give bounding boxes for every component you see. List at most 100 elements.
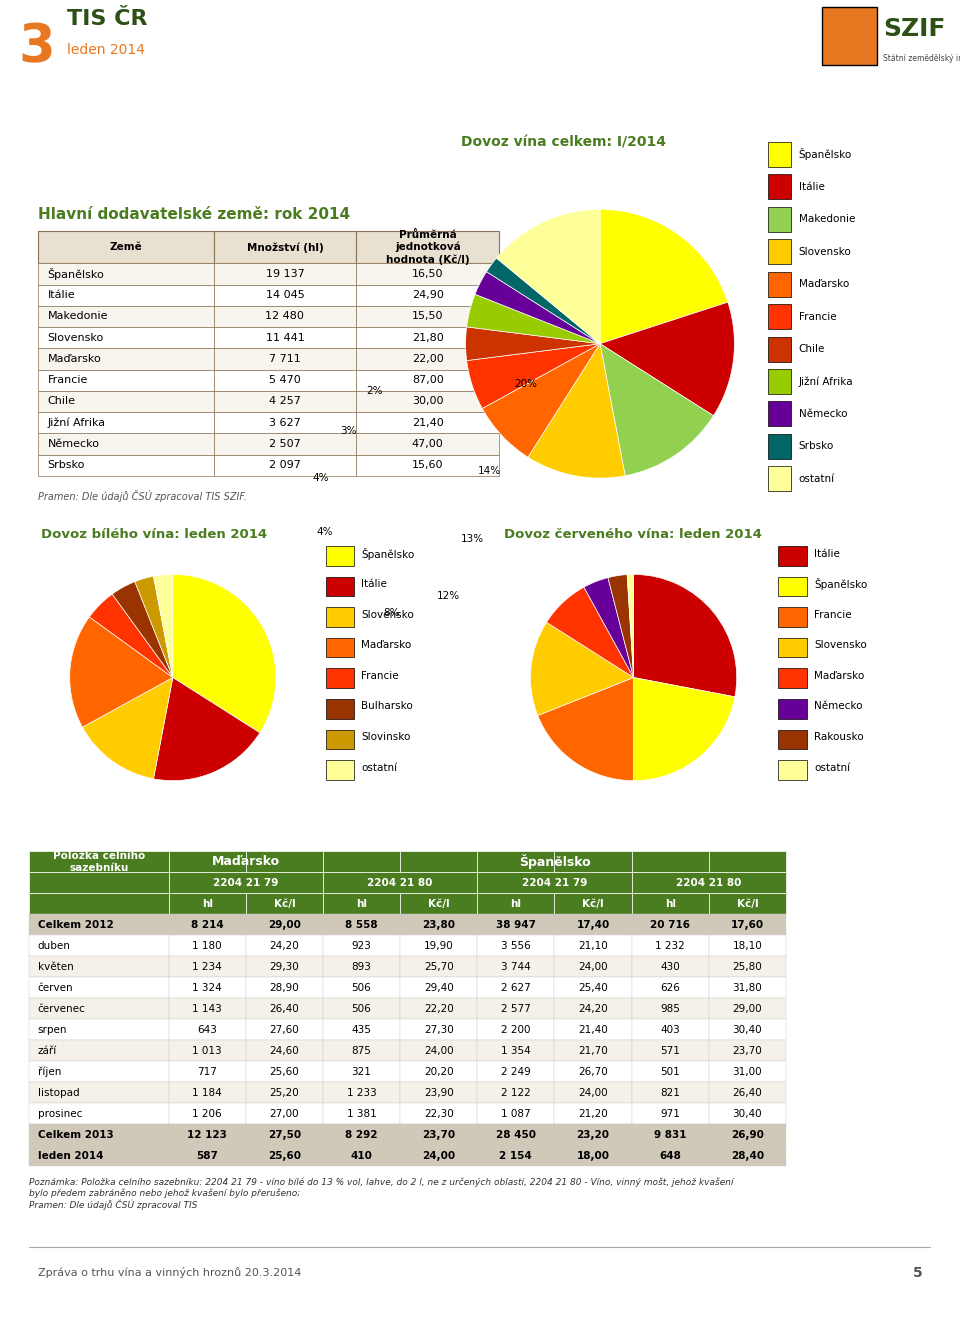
Text: 21,10: 21,10 [578,941,608,951]
Text: 30,40: 30,40 [732,1109,762,1118]
Text: Srbsko: Srbsko [799,442,834,451]
Text: Francie: Francie [361,670,398,681]
Bar [477,915,555,935]
Wedge shape [584,578,634,677]
Text: Množství (hl): Množství (hl) [247,242,324,253]
Text: 3%: 3% [340,426,356,436]
Text: Celkem 2013: Celkem 2013 [37,1129,113,1140]
Text: hl: hl [356,899,367,908]
Bar [768,337,791,361]
Bar [213,370,356,391]
Bar [169,956,246,977]
Bar [356,412,499,434]
Wedge shape [83,677,173,779]
Wedge shape [600,209,728,344]
Bar [246,851,323,873]
Bar [29,1062,169,1083]
Text: Chile: Chile [48,397,76,406]
Text: Maďarsko: Maďarsko [799,279,849,290]
Wedge shape [634,677,735,780]
Text: 587: 587 [196,1150,218,1161]
Text: 1 354: 1 354 [501,1046,531,1056]
Bar [400,956,477,977]
Text: 23,70: 23,70 [422,1129,455,1140]
Bar [555,1124,632,1145]
Bar [632,1062,708,1083]
Text: Francie: Francie [799,312,836,321]
Text: 2 507: 2 507 [269,439,300,449]
Text: Slovensko: Slovensko [814,640,867,650]
Text: Itálie: Itálie [361,579,387,590]
Wedge shape [112,582,173,677]
Text: 28,40: 28,40 [731,1150,764,1161]
Bar [38,284,213,305]
Text: Maďarsko: Maďarsko [814,670,864,681]
Bar [213,391,356,412]
Text: 30,40: 30,40 [732,1025,762,1035]
Bar [213,327,356,348]
Text: 985: 985 [660,1003,680,1014]
Text: 24,00: 24,00 [578,961,608,972]
Bar [169,935,246,956]
Text: leden 2014: leden 2014 [37,1150,104,1161]
Text: 24,00: 24,00 [578,1088,608,1097]
Text: hl: hl [202,899,213,908]
Bar [632,1124,708,1145]
Text: 24,20: 24,20 [578,1003,608,1014]
Bar [38,434,213,455]
Text: Maďarsko: Maďarsko [212,855,280,869]
Bar [38,327,213,348]
Bar [477,1124,555,1145]
Text: Přehled dovozu vybraných položek z Maďarska a ze Španělska v období 2012-14: Přehled dovozu vybraných položek z Maďar… [42,824,672,839]
Wedge shape [528,344,625,479]
Text: 1 087: 1 087 [501,1109,531,1118]
Bar [29,935,169,956]
Text: 18,10: 18,10 [732,941,762,951]
Text: 2 154: 2 154 [499,1150,532,1161]
Text: 19,90: 19,90 [424,941,453,951]
Text: 31,00: 31,00 [732,1067,762,1076]
Bar [708,935,786,956]
Wedge shape [608,575,634,677]
Bar [400,998,477,1019]
Bar [38,455,213,476]
Bar [477,1040,555,1062]
Bar [555,935,632,956]
Wedge shape [89,594,173,677]
Bar [632,1145,708,1166]
Text: TIS ČR: TIS ČR [67,9,148,29]
Bar [708,851,786,873]
Bar [323,873,477,894]
Text: 5: 5 [912,1265,923,1280]
Bar [213,305,356,327]
Text: 2 200: 2 200 [501,1025,531,1035]
Bar [708,998,786,1019]
Wedge shape [600,303,734,415]
Bar [778,699,806,719]
Text: Španělsko: Španělsko [361,547,414,559]
Bar [768,369,791,394]
Bar [768,239,791,264]
Bar [169,873,323,894]
Text: 571: 571 [660,1046,680,1056]
Bar [326,699,354,719]
Bar [169,1083,246,1103]
Text: 12 480: 12 480 [266,312,304,321]
Bar [323,851,400,873]
Text: 20 716: 20 716 [650,920,690,929]
Text: 29,30: 29,30 [270,961,300,972]
Text: 22,20: 22,20 [424,1003,453,1014]
Bar [213,231,356,263]
Bar [632,998,708,1019]
Bar [169,1062,246,1083]
Text: Makedonie: Makedonie [48,312,108,321]
Bar [356,327,499,348]
Bar [213,455,356,476]
Text: 16,50: 16,50 [412,268,444,279]
Bar [708,1040,786,1062]
Bar [29,915,169,935]
Text: 8 214: 8 214 [191,920,224,929]
Bar [632,1083,708,1103]
Text: 2 097: 2 097 [269,460,300,471]
Text: 27,30: 27,30 [424,1025,453,1035]
